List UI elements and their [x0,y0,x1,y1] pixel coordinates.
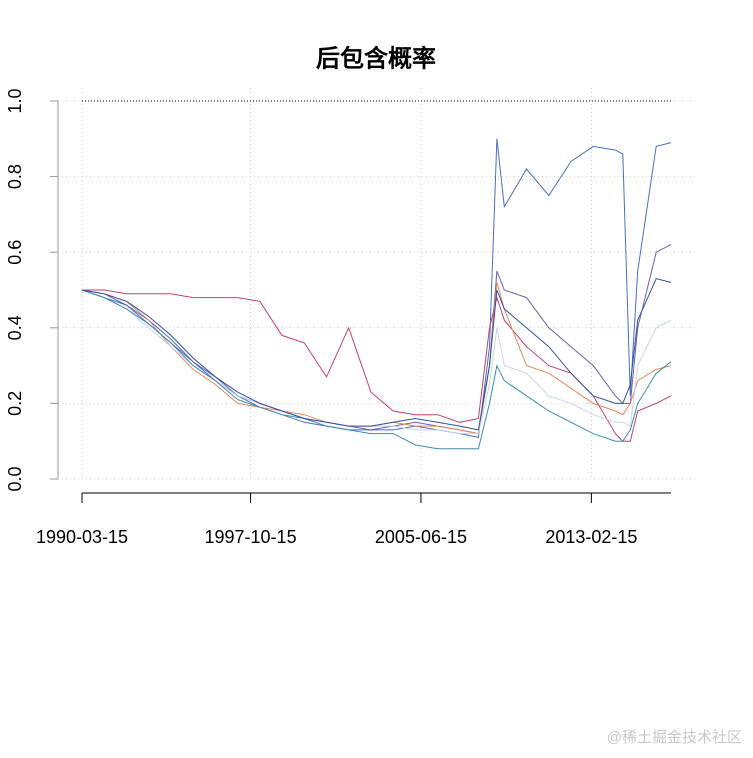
x-tick-label: 1990-03-15 [36,527,128,547]
chart-title: 后包含概率 [316,44,436,72]
y-tick-label: 0.2 [5,391,25,416]
series-line [82,289,672,442]
series-line [81,278,672,431]
y-tick-label: 0.4 [5,315,25,340]
y-tick-label: 0.8 [5,164,25,189]
series-line [81,289,672,450]
y-tick-label: 1.0 [5,88,25,113]
y-tick-label: 0.6 [5,240,25,265]
watermark: @稀土掘金技术社区 [607,729,742,746]
x-tick-label: 2005-06-15 [375,527,467,547]
x-tick-label: 1997-10-15 [205,527,297,547]
y-tick-label: 0.0 [5,466,25,491]
series-line [81,282,672,435]
series-line [81,244,672,435]
series-line [81,138,672,438]
x-tick-label: 2013-02-15 [545,527,637,547]
